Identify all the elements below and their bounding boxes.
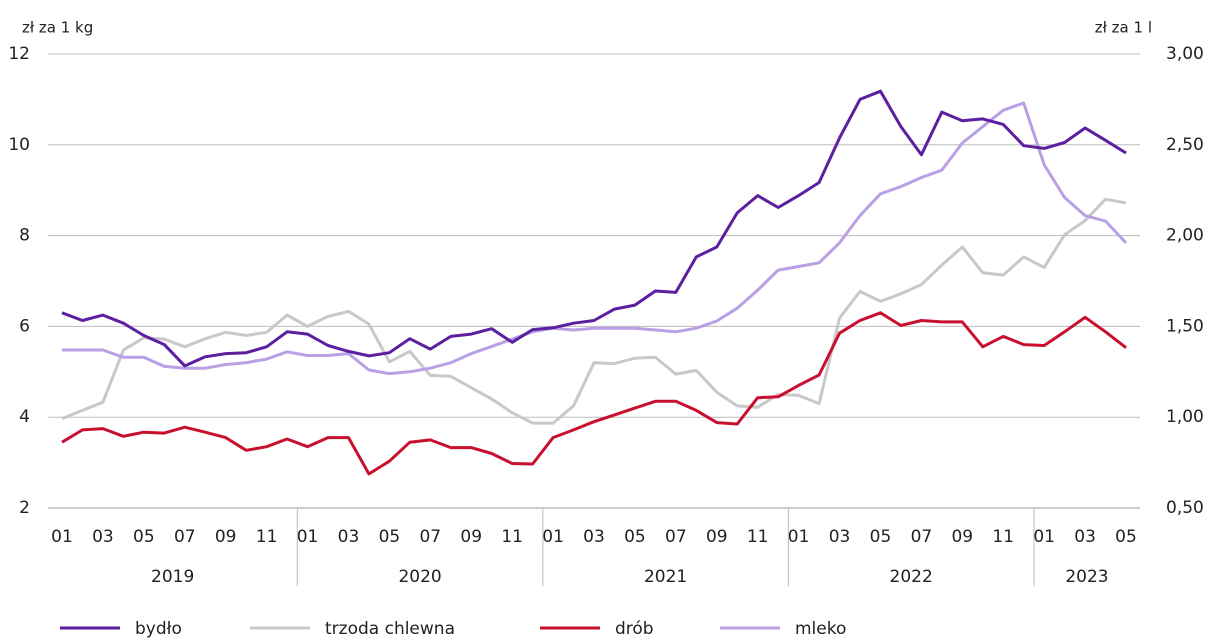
legend-label: trzoda chlewna — [325, 619, 455, 639]
y2-tick-label: 0,50 — [1166, 498, 1204, 518]
y2-axis-title: zł za 1 l — [1095, 19, 1152, 37]
x-tick-label: 09 — [951, 527, 973, 547]
x-tick-label: 11 — [501, 527, 523, 547]
x-tick-label: 07 — [174, 527, 196, 547]
x-tick-label: 03 — [583, 527, 605, 547]
x-tick-label: 09 — [215, 527, 237, 547]
x-tick-label: 07 — [665, 527, 687, 547]
legend-label: mleko — [795, 619, 846, 639]
y2-tick-label: 1,50 — [1166, 316, 1204, 336]
x-tick-label: 03 — [1074, 527, 1096, 547]
y-tick-label: 10 — [8, 135, 30, 155]
x-tick-label: 01 — [542, 527, 564, 547]
x-tick-label: 11 — [256, 527, 278, 547]
x-tick-label: 09 — [460, 527, 482, 547]
x-tick-label: 11 — [992, 527, 1014, 547]
y-tick-label: 6 — [19, 316, 30, 336]
x-tick-label: 07 — [419, 527, 441, 547]
series-line — [61, 89, 1127, 368]
y-tick-label: 8 — [19, 226, 30, 246]
x-tick-label: 07 — [911, 527, 933, 547]
year-label: 2022 — [890, 567, 933, 587]
y2-tick-label: 3,00 — [1166, 44, 1204, 64]
x-tick-label: 05 — [1115, 527, 1137, 547]
y-tick-label: 4 — [19, 407, 30, 427]
y-tick-label: 2 — [19, 498, 30, 518]
x-tick-label: 05 — [870, 527, 892, 547]
y2-tick-label: 2,00 — [1166, 226, 1204, 246]
x-tick-label: 03 — [829, 527, 851, 547]
series-line — [61, 311, 1127, 476]
x-tick-label: 05 — [379, 527, 401, 547]
year-label: 2020 — [398, 567, 441, 587]
legend-label: drób — [615, 619, 654, 639]
x-tick-label: 05 — [133, 527, 155, 547]
series-line — [61, 197, 1127, 425]
year-label: 2021 — [644, 567, 687, 587]
y2-tick-label: 1,00 — [1166, 407, 1204, 427]
y-tick-label: 12 — [8, 44, 30, 64]
series-line — [62, 101, 1128, 376]
x-tick-label: 03 — [338, 527, 360, 547]
x-tick-label: 01 — [1033, 527, 1055, 547]
x-tick-label: 01 — [297, 527, 319, 547]
y-axis-title: zł za 1 kg — [22, 19, 93, 37]
year-label: 2023 — [1065, 567, 1108, 587]
legend-label: bydło — [135, 619, 182, 639]
y2-tick-label: 2,50 — [1166, 135, 1204, 155]
x-tick-label: 11 — [747, 527, 769, 547]
year-label: 2019 — [151, 567, 194, 587]
x-tick-label: 01 — [51, 527, 73, 547]
x-tick-label: 01 — [788, 527, 810, 547]
x-tick-label: 09 — [706, 527, 728, 547]
x-tick-label: 03 — [92, 527, 114, 547]
x-tick-label: 05 — [624, 527, 646, 547]
